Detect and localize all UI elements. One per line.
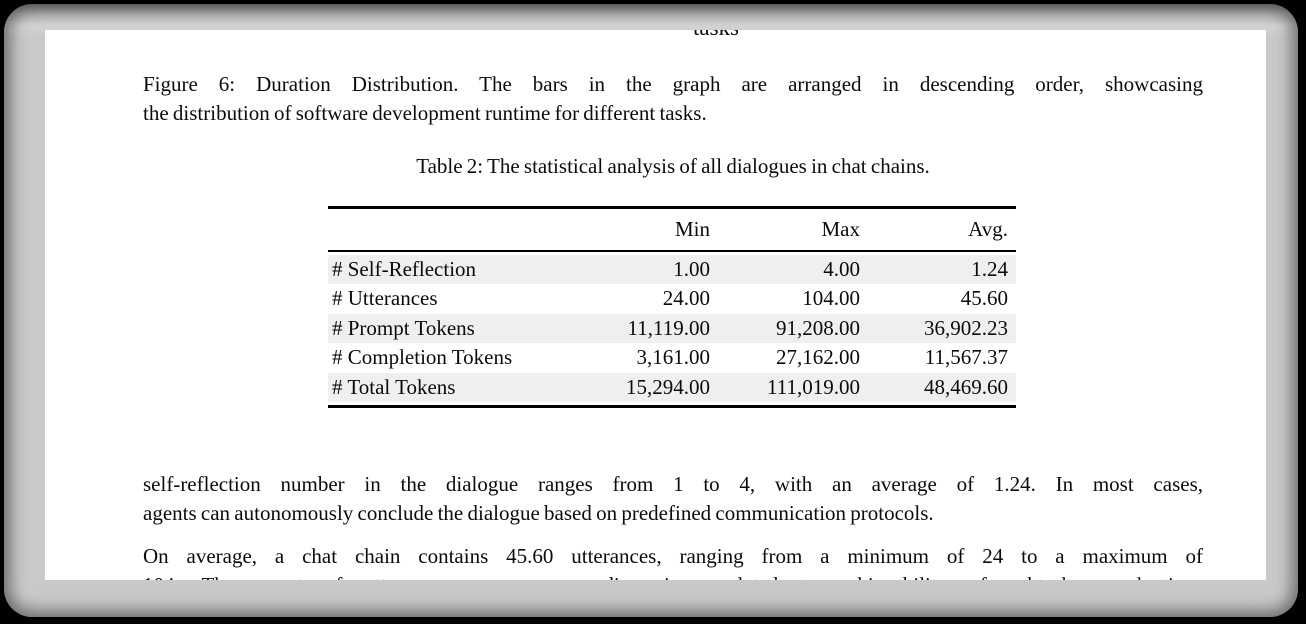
column-header-min: Min xyxy=(674,217,710,241)
paragraph-1-line-2: agents can autonomously conclude the dia… xyxy=(143,501,934,525)
body-paragraph-1: self-reflection number in the dialogue r… xyxy=(143,470,1203,528)
row-label: # Prompt Tokens xyxy=(332,315,475,340)
table-caption: Table 2: The statistical analysis of all… xyxy=(416,154,930,178)
figure-caption: Figure 6: Duration Distribution. The bar… xyxy=(143,70,1203,128)
cell-min: 3,161.00 xyxy=(636,345,711,370)
cell-max: 104.00 xyxy=(802,286,860,311)
cell-avg: 1.24 xyxy=(971,257,1008,281)
cell-min: 24.00 xyxy=(662,286,710,311)
figure-caption-line-1: Figure 6: Duration Distribution. The bar… xyxy=(143,72,1203,96)
column-header-max: Max xyxy=(821,217,861,241)
body-paragraph-2: On average, a chat chain contains 45.60 … xyxy=(143,542,1203,580)
column-header-avg: Avg. xyxy=(968,217,1008,241)
table-top-rule xyxy=(328,206,1016,209)
cell-avg: 11,567.37 xyxy=(924,345,1008,370)
stats-table: Min Max Avg. # Self-Reflection 1.00 4.00… xyxy=(328,206,1016,408)
cell-avg: 36,902.23 xyxy=(924,315,1008,340)
row-label: # Total Tokens xyxy=(332,374,456,399)
cell-max: 111,019.00 xyxy=(767,374,860,399)
cell-avg: 45.60 xyxy=(960,286,1008,311)
cell-max: 91,208.00 xyxy=(776,315,860,340)
table-row: # Self-Reflection 1.00 4.00 1.24 xyxy=(328,255,1016,285)
document-page[interactable]: tasks Figure 6: Duration Distribution. T… xyxy=(45,30,1266,580)
table-body: # Self-Reflection 1.00 4.00 1.24 # Utter… xyxy=(328,255,1016,402)
cell-min: 11,119.00 xyxy=(627,315,710,340)
paragraph-2-line-1: On average, a chat chain contains 45.60 … xyxy=(143,544,1203,568)
table-header-row: Min Max Avg. xyxy=(328,209,1016,250)
table-row: # Total Tokens 15,294.00 111,019.00 48,4… xyxy=(328,372,1016,402)
cell-min: 15,294.00 xyxy=(626,374,710,399)
cell-max: 27,162.00 xyxy=(776,345,860,370)
table-mid-rule xyxy=(328,250,1016,252)
cell-min: 1.00 xyxy=(673,257,710,281)
figure-axis-label-fragment: tasks xyxy=(693,30,739,41)
paragraph-2-line-2-clipped: 104. The count of utterances encompasses… xyxy=(143,571,1203,580)
table-corner-cell xyxy=(328,209,574,250)
row-label: # Completion Tokens xyxy=(332,345,513,370)
cell-max: 4.00 xyxy=(823,257,860,281)
table-row: # Prompt Tokens 11,119.00 91,208.00 36,9… xyxy=(328,313,1016,344)
figure-caption-line-2: the distribution of software development… xyxy=(143,101,707,125)
paragraph-1-line-1: self-reflection number in the dialogue r… xyxy=(143,472,1203,496)
table-bottom-rule xyxy=(328,404,1016,408)
cell-avg: 48,469.60 xyxy=(924,374,1008,399)
row-label: # Self-Reflection xyxy=(332,257,477,281)
table-row: # Utterances 24.00 104.00 45.60 xyxy=(328,284,1016,313)
row-label: # Utterances xyxy=(332,286,438,311)
table-row: # Completion Tokens 3,161.00 27,162.00 1… xyxy=(328,343,1016,372)
